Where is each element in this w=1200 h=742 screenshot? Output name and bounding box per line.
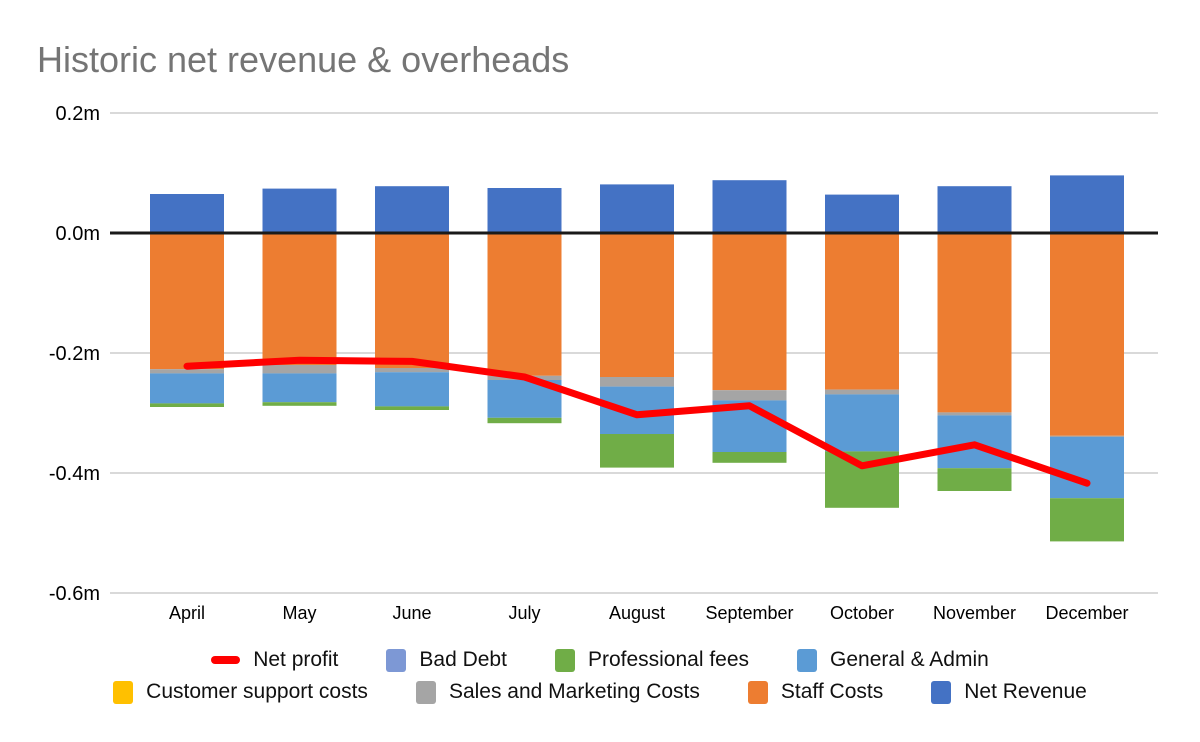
- legend-item: Staff Costs: [747, 680, 884, 704]
- legend-swatch-square: [747, 680, 768, 704]
- bar-segment: [1050, 435, 1124, 437]
- bar-segment: [712, 233, 787, 391]
- bar-segment: [375, 186, 449, 233]
- x-axis-label: July: [508, 603, 540, 623]
- bar-segment: [712, 180, 787, 233]
- bar-segment: [375, 368, 449, 373]
- bar-segment: [150, 194, 224, 233]
- legend-label: Bad Debt: [419, 648, 507, 671]
- bar-segment: [937, 233, 1012, 413]
- legend-swatch-square: [797, 648, 818, 672]
- bar-segment: [150, 403, 224, 407]
- bar-segment: [150, 369, 224, 374]
- bar-segment: [1050, 233, 1124, 436]
- bar-segment: [262, 188, 337, 233]
- legend-label: Net profit: [253, 648, 339, 671]
- bar-segment: [487, 233, 562, 376]
- bar-segment: [1050, 437, 1124, 499]
- y-axis-label: -0.2m: [49, 343, 100, 365]
- legend-label: Customer support costs: [146, 680, 368, 703]
- legend-item: Professional fees: [554, 648, 750, 672]
- x-axis-label: September: [705, 603, 793, 623]
- bar-segment: [375, 372, 449, 407]
- x-axis-label: May: [282, 603, 316, 623]
- bar-segment: [712, 452, 787, 463]
- legend-swatch-square: [554, 648, 575, 672]
- bar-segment: [150, 233, 224, 370]
- legend-row-1: Net profit Bad Debt Professional fees Gener…: [0, 645, 1200, 675]
- legend-item: Bad Debt: [386, 648, 507, 672]
- legend-label: Sales and Marketing Costs: [448, 680, 700, 703]
- legend-swatch-square: [386, 648, 407, 672]
- bar-segment: [937, 412, 1012, 416]
- legend-row-2: Customer support costs Sales and Marketin…: [0, 677, 1200, 707]
- x-axis-label: November: [933, 603, 1016, 623]
- legend-item: Customer support costs: [113, 680, 368, 704]
- bar-segment: [487, 417, 562, 424]
- bar-segment: [375, 406, 449, 410]
- chart-title: Historic net revenue & overheads: [37, 39, 570, 80]
- bar-segment: [825, 194, 899, 233]
- bar-segment: [262, 233, 337, 365]
- x-axis-label: April: [169, 603, 205, 623]
- y-axis-label: -0.6m: [49, 583, 100, 605]
- legend-swatch-square: [113, 680, 134, 704]
- x-axis-label: June: [392, 603, 431, 623]
- y-axis-label: 0.0m: [56, 223, 100, 245]
- y-axis-label: 0.2m: [56, 103, 100, 125]
- bar-segment: [150, 373, 224, 404]
- x-axis-label: August: [609, 603, 665, 623]
- bar-segment: [1050, 498, 1124, 542]
- bar-segment: [262, 402, 337, 406]
- bar-segment: [825, 389, 899, 395]
- legend-item: General & Admin: [797, 648, 989, 672]
- bar-segment: [487, 188, 562, 233]
- legend-swatch-line: [211, 656, 241, 664]
- x-axis-label: December: [1045, 603, 1128, 623]
- legend-label: Staff Costs: [780, 680, 884, 703]
- bar-segment: [262, 373, 337, 403]
- net-profit-line: [183, 356, 1091, 487]
- legend-item: Sales and Marketing Costs: [415, 680, 700, 704]
- legend-swatch-square: [931, 680, 952, 704]
- bar-segment: [712, 390, 787, 401]
- bar-segment: [375, 233, 449, 368]
- legend-item: Net Revenue: [931, 680, 1087, 704]
- legend-label: Net Revenue: [964, 680, 1087, 703]
- bar-segment: [937, 186, 1012, 233]
- bar-segment: [1050, 175, 1124, 233]
- legend-label: General & Admin: [830, 648, 989, 671]
- y-axis-label: -0.4m: [49, 463, 100, 485]
- bar-segment: [600, 434, 674, 468]
- bar-segment: [262, 365, 337, 374]
- bar-segment: [600, 377, 674, 387]
- legend-swatch-square: [415, 680, 436, 704]
- bar-segment: [825, 394, 899, 452]
- x-axis-label: October: [830, 603, 894, 623]
- bar-segment: [825, 233, 899, 390]
- legend-label: Professional fees: [587, 648, 750, 671]
- legend-item: Net profit: [211, 648, 338, 672]
- bar-segment: [937, 468, 1012, 491]
- bar-segment: [600, 233, 674, 377]
- bar-segment: [600, 184, 674, 233]
